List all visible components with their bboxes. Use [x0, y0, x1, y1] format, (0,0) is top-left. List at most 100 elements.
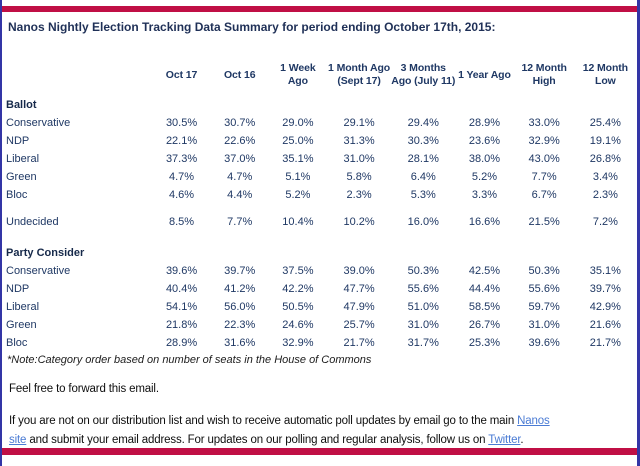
- cell: 55.6%: [407, 283, 439, 295]
- cell: 41.2%: [224, 283, 256, 295]
- cell: 10.2%: [343, 216, 375, 228]
- cell: 50.3%: [528, 265, 560, 277]
- row-label: Liberal: [6, 301, 40, 313]
- cell: 21.6%: [589, 319, 621, 331]
- cell: 6.4%: [410, 171, 436, 183]
- cell: 54.1%: [165, 301, 198, 313]
- cell: 32.9%: [528, 135, 560, 147]
- cell: 30.5%: [165, 117, 198, 129]
- twitter-link[interactable]: Twitter: [488, 434, 521, 446]
- cell: 25.4%: [589, 117, 621, 129]
- section-label-ballot: Ballot: [6, 99, 37, 111]
- top-accent-bar: [2, 6, 637, 12]
- column-header-oct17: Oct 17: [165, 68, 198, 81]
- cell: 5.3%: [410, 189, 436, 201]
- cell: 44.4%: [468, 283, 501, 295]
- cell: 5.2%: [471, 171, 497, 183]
- cell: 30.3%: [407, 135, 439, 147]
- cell: 7.7%: [531, 171, 557, 183]
- table-row: Conservative 30.5% 30.7% 29.0% 29.1% 29.…: [6, 114, 636, 132]
- cell: 2.3%: [346, 189, 372, 201]
- cell: 33.0%: [528, 117, 560, 129]
- row-label: Bloc: [6, 189, 28, 201]
- header-row: Oct 17 Oct 16 1 Week Ago 1 Month Ago (Se…: [6, 54, 636, 96]
- cell: 58.5%: [468, 301, 501, 313]
- cell: 56.0%: [224, 301, 256, 313]
- column-header-1-month-ago: 1 Month Ago (Sept 17): [328, 62, 391, 87]
- bottom-accent-bar: [2, 448, 637, 455]
- cell: 29.4%: [407, 117, 439, 129]
- row-label: NDP: [6, 135, 30, 147]
- cell: 25.0%: [282, 135, 314, 147]
- table-row: Undecided 8.5% 7.7% 10.4% 10.2% 16.0% 16…: [6, 213, 636, 231]
- distribution-text-2: and submit your email address. For updat…: [26, 434, 489, 446]
- cell: 4.7%: [227, 171, 253, 183]
- row-label: Undecided: [6, 216, 59, 228]
- cell: 5.2%: [285, 189, 311, 201]
- cell: 47.7%: [343, 283, 375, 295]
- spacer-row: [6, 231, 636, 244]
- cell: 21.7%: [589, 337, 621, 349]
- cell: 42.9%: [589, 301, 621, 313]
- table-row: Conservative 39.6% 39.7% 37.5% 39.0% 50.…: [6, 262, 636, 280]
- cell: 22.1%: [165, 135, 198, 147]
- cell: 23.6%: [468, 135, 501, 147]
- table-row: NDP 40.4% 41.2% 42.2% 47.7% 55.6% 44.4% …: [6, 280, 636, 298]
- cell: 47.9%: [343, 301, 375, 313]
- column-header-1-year-ago: 1 Year Ago: [458, 68, 511, 81]
- cell: 28.9%: [468, 117, 501, 129]
- cell: 5.8%: [346, 171, 372, 183]
- table-footnote: *Note:Category order based on number of …: [7, 354, 372, 366]
- nanos-site-link[interactable]: Nanos: [517, 415, 550, 427]
- cell: 31.7%: [407, 337, 439, 349]
- row-label: Green: [6, 171, 37, 183]
- cell: 2.3%: [592, 189, 618, 201]
- cell: 35.1%: [282, 153, 314, 165]
- table-row: Bloc 4.6% 4.4% 5.2% 2.3% 5.3% 3.3% 6.7% …: [6, 186, 636, 204]
- table-row: Liberal 37.3% 37.0% 35.1% 31.0% 28.1% 38…: [6, 150, 636, 168]
- cell: 3.4%: [592, 171, 618, 183]
- cell: 51.0%: [407, 301, 439, 313]
- nanos-site-link[interactable]: site: [9, 434, 27, 446]
- cell: 39.6%: [528, 337, 560, 349]
- column-header-12-month-high: 12 Month High: [521, 62, 567, 87]
- cell: 8.5%: [169, 216, 195, 228]
- cell: 22.3%: [224, 319, 256, 331]
- distribution-paragraph: If you are not on our distribution list …: [9, 412, 631, 450]
- cell: 39.7%: [589, 283, 621, 295]
- cell: 25.7%: [343, 319, 375, 331]
- cell: 43.0%: [528, 153, 560, 165]
- cell: 22.6%: [224, 135, 256, 147]
- cell: 4.6%: [169, 189, 195, 201]
- cell: 21.8%: [165, 319, 198, 331]
- table-row: Green 21.8% 22.3% 24.6% 25.7% 31.0% 26.7…: [6, 316, 636, 334]
- page-title: Nanos Nightly Election Tracking Data Sum…: [8, 20, 496, 34]
- cell: 32.9%: [282, 337, 314, 349]
- cell: 35.1%: [589, 265, 621, 277]
- cell: 28.1%: [407, 153, 439, 165]
- cell: 28.9%: [165, 337, 198, 349]
- cell: 3.3%: [471, 189, 497, 201]
- cell: 39.0%: [343, 265, 375, 277]
- table-row: Bloc 28.9% 31.6% 32.9% 21.7% 31.7% 25.3%…: [6, 334, 636, 352]
- cell: 16.6%: [468, 216, 501, 228]
- row-label: Conservative: [6, 117, 71, 129]
- distribution-text-1: If you are not on our distribution list …: [9, 415, 518, 427]
- table-row: NDP 22.1% 22.6% 25.0% 31.3% 30.3% 23.6% …: [6, 132, 636, 150]
- cell: 37.3%: [165, 153, 198, 165]
- cell: 7.7%: [227, 216, 253, 228]
- cell: 40.4%: [165, 283, 198, 295]
- column-header-1-week-ago: 1 Week Ago: [280, 62, 316, 87]
- table-row: Liberal 54.1% 56.0% 50.5% 47.9% 51.0% 58…: [6, 298, 636, 316]
- section-row-party-consider: Party Consider: [6, 244, 636, 262]
- cell: 10.4%: [282, 216, 314, 228]
- cell: 31.0%: [528, 319, 560, 331]
- header-empty: [6, 54, 152, 96]
- cell: 7.2%: [592, 216, 618, 228]
- tracking-table: Oct 17 Oct 16 1 Week Ago 1 Month Ago (Se…: [6, 54, 636, 352]
- row-label: Bloc: [6, 337, 28, 349]
- cell: 31.0%: [407, 319, 439, 331]
- cell: 31.0%: [343, 153, 375, 165]
- cell: 39.7%: [224, 265, 256, 277]
